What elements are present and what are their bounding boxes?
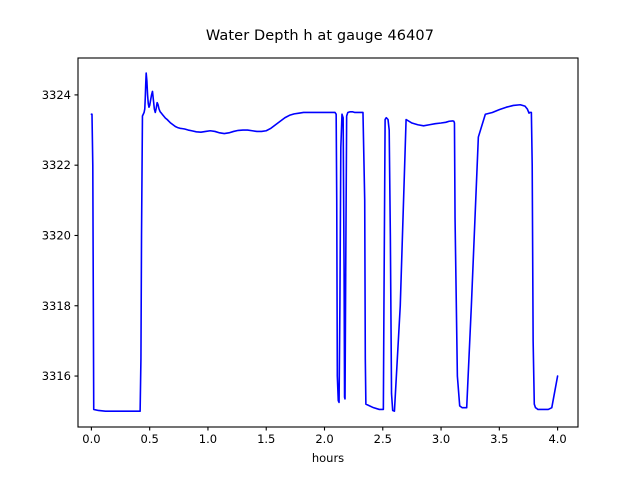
x-tick-label: 1.0	[199, 432, 217, 446]
x-tick-label: 0.5	[141, 432, 159, 446]
y-tick-label: 3324	[42, 88, 71, 102]
tick-labels-group: 0.0 0.5 1.0 1.5 2.0 2.5 3.0 3.5 4.0 3316 3318 3320 3…	[42, 88, 567, 446]
y-tick-label: 3318	[42, 299, 71, 313]
x-tick-label: 3.0	[432, 432, 450, 446]
axes-spines	[77, 57, 579, 428]
x-tick-label: 1.5	[257, 432, 275, 446]
y-tick-label: 3320	[42, 228, 71, 242]
axes-group	[77, 57, 579, 428]
data-series-group	[90, 72, 559, 412]
x-tick-label: 3.5	[490, 432, 508, 446]
x-tick-label: 0.0	[82, 432, 100, 446]
x-tick-label: 2.5	[374, 432, 392, 446]
x-tick-label: 2.0	[315, 432, 333, 446]
x-tick-label: 4.0	[548, 432, 566, 446]
chart-title: Water Depth h at gauge 46407	[205, 28, 435, 44]
x-axis-label: hours	[312, 451, 344, 465]
ticks-group	[74, 94, 559, 431]
data-line-h	[90, 72, 559, 412]
y-tick-label: 3316	[42, 369, 71, 383]
y-tick-label: 3322	[42, 158, 71, 172]
